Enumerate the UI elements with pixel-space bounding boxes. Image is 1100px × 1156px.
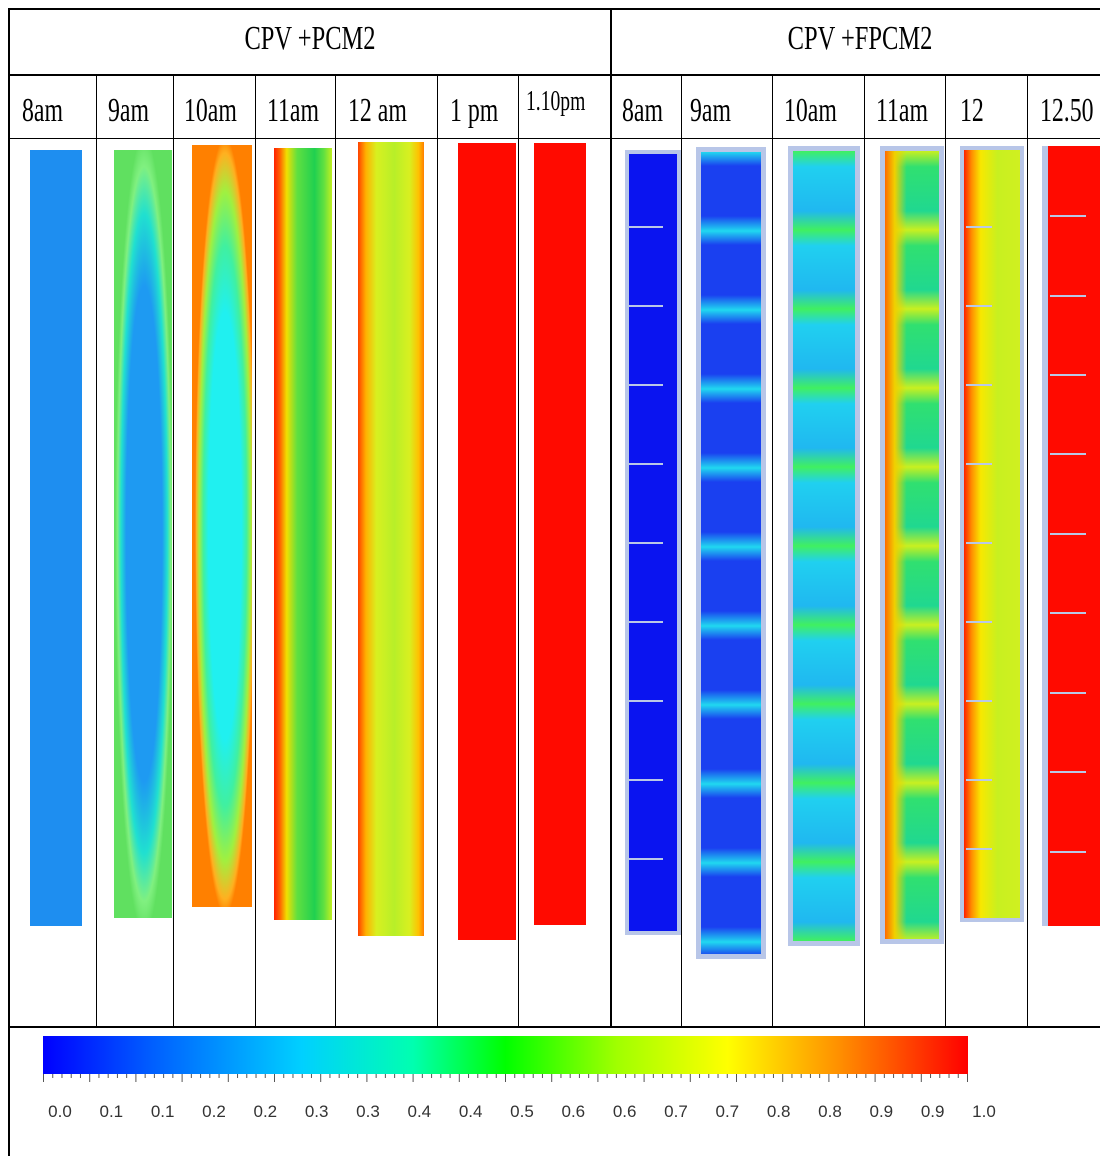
column-divider [864, 76, 865, 1026]
colorbar-tick-label: 0.1 [150, 1102, 175, 1121]
colorbar-tick-label: 0.0 [48, 1102, 72, 1121]
column-divider [518, 76, 519, 1026]
colorbar-tick-label: 0.2 [202, 1102, 226, 1121]
label-row-divider [8, 138, 1100, 139]
colorbar-tick-label: 0.4 [407, 1102, 432, 1121]
column-divider [1027, 76, 1028, 1026]
colorbar-tick-label: 0.8 [766, 1102, 791, 1121]
time-label: 12 [960, 92, 984, 129]
column-divider [335, 76, 336, 1026]
colorbar-tick-label: 0.9 [920, 1102, 945, 1121]
pcm2-panel-1-10pm [534, 143, 586, 925]
time-label: 11am [267, 92, 319, 129]
group-title-pcm2: CPV +PCM2 [244, 20, 376, 57]
pcm2-panel-8am [30, 150, 82, 926]
column-divider [437, 76, 438, 1026]
colorbar-tick-label: 0.6 [612, 1102, 637, 1121]
time-label: 10am [784, 92, 837, 129]
column-divider [681, 76, 682, 1026]
time-label: 9am [108, 92, 149, 129]
colorbar-tick-label: 0.2 [253, 1102, 278, 1121]
time-label: 1 pm [450, 92, 499, 129]
column-divider [772, 76, 773, 1026]
colorbar-tick-label: 0.8 [818, 1102, 842, 1121]
header-divider [8, 74, 1100, 76]
colorbar-tick-label: 0.5 [510, 1102, 534, 1121]
colorbar-tick-label: 0.9 [869, 1102, 894, 1121]
column-divider [96, 76, 97, 1026]
column-divider [255, 76, 256, 1026]
colorbar-tick-label: 0.3 [356, 1102, 380, 1121]
fpcm2-panel-9am [696, 147, 766, 959]
fpcm2-panel-12 [960, 146, 1024, 922]
group-divider [610, 8, 612, 1026]
colorbar-divider [8, 1026, 1100, 1028]
column-divider [945, 76, 946, 1026]
pcm2-panel-1pm [458, 143, 516, 940]
colorbar-tick-label: 0.7 [664, 1102, 688, 1121]
colorbar-tick-label: 0.3 [304, 1102, 329, 1121]
colorbar-tick-label: 0.1 [99, 1102, 124, 1121]
colorbar-tick-label: 0.4 [458, 1102, 483, 1121]
colorbar-tick-label: 1.0 [972, 1102, 996, 1121]
time-label: 1.10pm [526, 86, 586, 117]
pcm2-panel-12am [358, 142, 424, 936]
pcm2-panel-9am [114, 150, 172, 918]
time-label: 10am [184, 92, 237, 129]
pcm2-panel-10am [192, 145, 252, 907]
colorbar-tick-label: 0.6 [561, 1102, 586, 1121]
time-label: 9am [690, 92, 731, 129]
group-title-fpcm2: CPV +FPCM2 [787, 20, 933, 57]
time-label: 8am [22, 92, 63, 129]
figure-frame [8, 8, 1100, 1156]
time-label: 12 am [348, 92, 407, 129]
fpcm2-panel-12-50 [1042, 146, 1100, 926]
pcm2-panel-11am [274, 148, 332, 920]
fpcm2-panel-10am [788, 146, 860, 946]
colorbar-ticks [43, 1074, 968, 1082]
time-label: 12.50 [1040, 92, 1094, 129]
time-label: 11am [876, 92, 928, 129]
column-divider [173, 76, 174, 1026]
fpcm2-panel-11am [880, 146, 944, 944]
colorbar-tick-label: 0.7 [715, 1102, 740, 1121]
time-label: 8am [622, 92, 663, 129]
colorbar [43, 1036, 968, 1074]
